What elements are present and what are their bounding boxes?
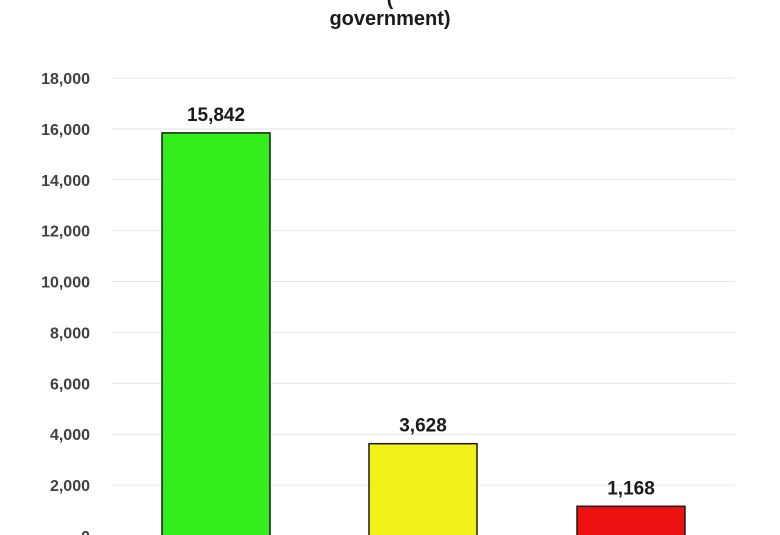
bar-value-label: 1,168	[607, 478, 655, 499]
y-tick-label: 12,000	[41, 224, 90, 241]
chart-title-line-1: (	[0, 0, 780, 11]
y-tick-label: 2,000	[50, 478, 90, 495]
y-tick-label: 16,000	[41, 122, 90, 139]
bar	[161, 132, 271, 535]
y-tick-label: 10,000	[41, 275, 90, 292]
bar	[576, 505, 686, 535]
chart-title-line-2: government)	[329, 8, 451, 30]
y-tick-label: 8,000	[50, 325, 90, 342]
y-tick-label: 4,000	[50, 427, 90, 444]
bar-value-label: 15,842	[187, 105, 245, 126]
bar	[368, 442, 478, 535]
bar-value-label: 3,628	[399, 416, 447, 437]
y-tick-label: 6,000	[50, 376, 90, 393]
y-tick-label: 18,000	[41, 71, 90, 88]
y-tick-label: 0	[81, 529, 90, 535]
y-tick-label: 14,000	[41, 173, 90, 190]
